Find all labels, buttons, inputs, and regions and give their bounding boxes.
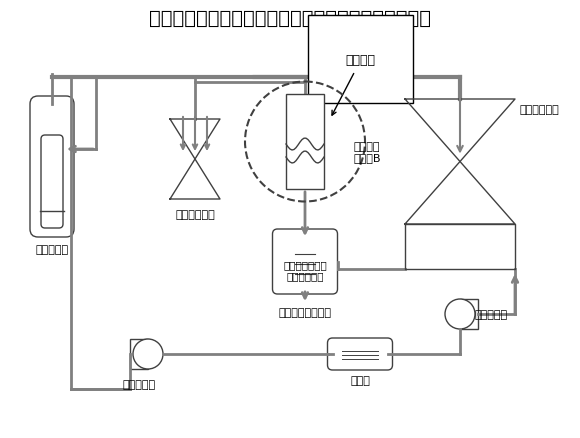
Text: 伊方発電所２号機　湿分分離加熱器まわり概略系統図: 伊方発電所２号機 湿分分離加熱器まわり概略系統図 (149, 8, 431, 28)
Polygon shape (170, 159, 220, 200)
Text: 低圧タービン: 低圧タービン (520, 105, 560, 115)
Text: 高圧タービン: 高圧タービン (175, 209, 215, 219)
Circle shape (445, 299, 475, 329)
Bar (460, 299, 478, 329)
FancyBboxPatch shape (286, 95, 324, 190)
FancyBboxPatch shape (273, 230, 338, 294)
Polygon shape (170, 120, 220, 159)
Text: 湿分分離加熱器
ドレンタンク: 湿分分離加熱器 ドレンタンク (283, 259, 327, 281)
Text: 給水ポンプ: 給水ポンプ (122, 379, 155, 389)
Polygon shape (405, 100, 515, 162)
Text: 湿分分離
加熱器B: 湿分分離 加熱器B (353, 141, 380, 163)
Text: 当該箇所: 当該箇所 (345, 53, 375, 66)
Polygon shape (405, 225, 515, 269)
Text: 脱気器: 脱気器 (350, 375, 370, 385)
Text: 復水ポンプ: 復水ポンプ (474, 309, 507, 319)
Polygon shape (405, 162, 515, 225)
Bar (130, 339, 148, 369)
FancyBboxPatch shape (328, 338, 393, 370)
Text: 蒸気発生器: 蒸気発生器 (35, 244, 68, 254)
Text: 高圧給水加熱器へ: 高圧給水加熱器へ (278, 307, 332, 317)
Circle shape (133, 339, 163, 369)
